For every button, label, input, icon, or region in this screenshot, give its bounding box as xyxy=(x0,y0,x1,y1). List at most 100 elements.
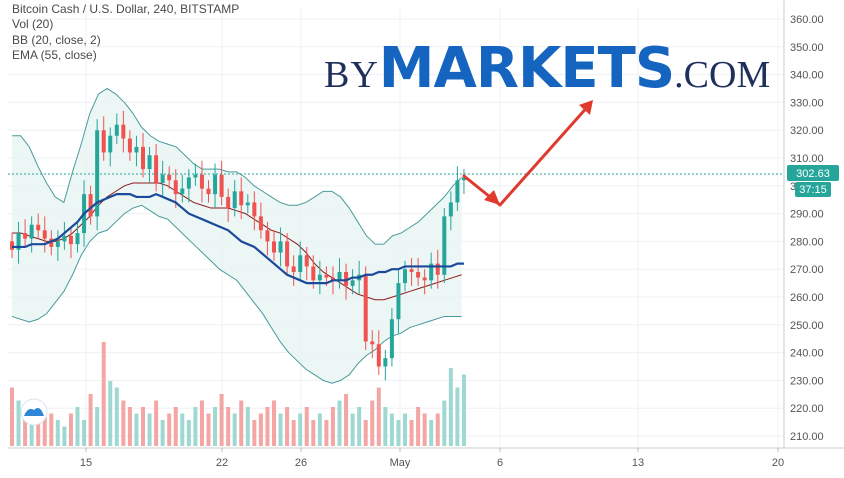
volume-bar xyxy=(291,420,296,446)
price-tick-label: 210.00 xyxy=(790,431,824,443)
price-tick-label: 260.00 xyxy=(790,292,824,304)
volume-bar xyxy=(239,400,244,446)
volume-bar xyxy=(219,394,224,446)
candle-body xyxy=(49,238,54,247)
candle-body xyxy=(167,174,172,181)
candle-body xyxy=(232,191,237,209)
candle-body xyxy=(324,274,329,278)
volume-bar xyxy=(75,407,80,446)
volume-bar xyxy=(389,413,394,446)
candle-body xyxy=(298,255,303,272)
volume-bars xyxy=(10,342,466,446)
volume-bar xyxy=(396,420,401,446)
candle-body xyxy=(23,233,28,239)
volume-bar xyxy=(311,420,316,446)
timer-badge xyxy=(795,182,831,197)
ema-line xyxy=(12,192,464,285)
volume-bar xyxy=(213,407,218,446)
candle-body xyxy=(55,241,60,247)
candle-body xyxy=(291,266,296,272)
volume-bar xyxy=(23,407,28,446)
candle-body xyxy=(193,174,198,178)
candle-body xyxy=(173,180,178,195)
price-tick-label: 330.00 xyxy=(790,97,824,109)
indicator-title: Bitcoin Cash / U.S. Dollar, 240, BITSTAM… xyxy=(12,2,240,16)
candle-body xyxy=(88,194,93,217)
volume-bar xyxy=(350,413,355,446)
volume-bar xyxy=(330,407,335,446)
volume-bar xyxy=(442,400,447,446)
candle-body xyxy=(317,274,322,281)
volume-bar xyxy=(10,387,14,446)
volume-bar xyxy=(409,420,414,446)
candle-body xyxy=(108,135,113,153)
candle-body xyxy=(42,230,47,239)
candle-body xyxy=(180,188,185,195)
grid xyxy=(8,8,784,448)
candle-body xyxy=(304,255,309,267)
candle-body xyxy=(344,271,349,286)
candle-body xyxy=(62,235,67,242)
candle-body xyxy=(219,174,224,197)
candle-body xyxy=(206,188,211,195)
volume-bar xyxy=(403,413,407,446)
volume-bar xyxy=(435,413,440,446)
brand-by: BY xyxy=(324,54,379,96)
volume-bar xyxy=(95,407,100,446)
volume-bar xyxy=(245,407,250,446)
volume-bar xyxy=(429,420,434,446)
candle-body xyxy=(258,216,263,231)
volume-bar xyxy=(141,407,145,446)
candle-body xyxy=(239,191,244,206)
volume-bar xyxy=(186,420,191,446)
candle-body xyxy=(186,177,191,189)
volume-bar xyxy=(29,413,34,446)
bollinger-bands xyxy=(11,87,462,384)
volume-bar xyxy=(416,407,421,446)
volume-bar xyxy=(252,420,257,446)
tradingview-logo-icon xyxy=(20,398,48,426)
candle-body xyxy=(435,263,440,275)
volume-bar xyxy=(226,407,231,446)
candle-body xyxy=(265,230,270,242)
price-tick-label: 280.00 xyxy=(790,236,824,248)
candle-body xyxy=(278,241,283,253)
indicator-vol: Vol (20) xyxy=(12,17,54,31)
volume-bar xyxy=(317,413,322,446)
volume-bar xyxy=(272,400,276,446)
time-tick-label: 22 xyxy=(216,457,228,469)
indicator-ema: EMA (55, close) xyxy=(12,48,97,62)
candle-body xyxy=(95,130,100,217)
volume-bar xyxy=(68,413,73,446)
time-tick-label: 13 xyxy=(632,457,644,469)
price-tick-label: 320.00 xyxy=(790,125,824,137)
volume-bar xyxy=(127,407,132,446)
candle-body xyxy=(383,358,388,367)
candle-body xyxy=(68,235,73,245)
candle-body xyxy=(461,177,466,181)
brand-markets: MARKETS xyxy=(378,36,675,101)
candle-body xyxy=(422,277,427,281)
ema-polyline xyxy=(12,192,464,285)
brand-com: .COM xyxy=(674,54,771,96)
price-tick-label: 310.00 xyxy=(790,153,824,165)
candle-body xyxy=(455,180,460,203)
price-tick-label: 270.00 xyxy=(790,264,824,276)
bb-fill xyxy=(12,88,462,384)
candle-body xyxy=(396,283,401,320)
candle-body xyxy=(75,233,80,245)
volume-bar xyxy=(422,413,427,446)
volume-bar xyxy=(363,420,368,446)
candle-body xyxy=(101,130,106,153)
volume-bar xyxy=(298,413,303,446)
volume-bar xyxy=(344,394,349,446)
candle-body xyxy=(245,202,250,206)
candle-body xyxy=(226,196,231,209)
candle-body xyxy=(442,216,447,275)
candle-body xyxy=(376,344,381,367)
candle-body xyxy=(199,174,204,189)
candle-body xyxy=(409,269,414,272)
volume-bar xyxy=(55,420,60,446)
candle-body xyxy=(36,224,41,231)
